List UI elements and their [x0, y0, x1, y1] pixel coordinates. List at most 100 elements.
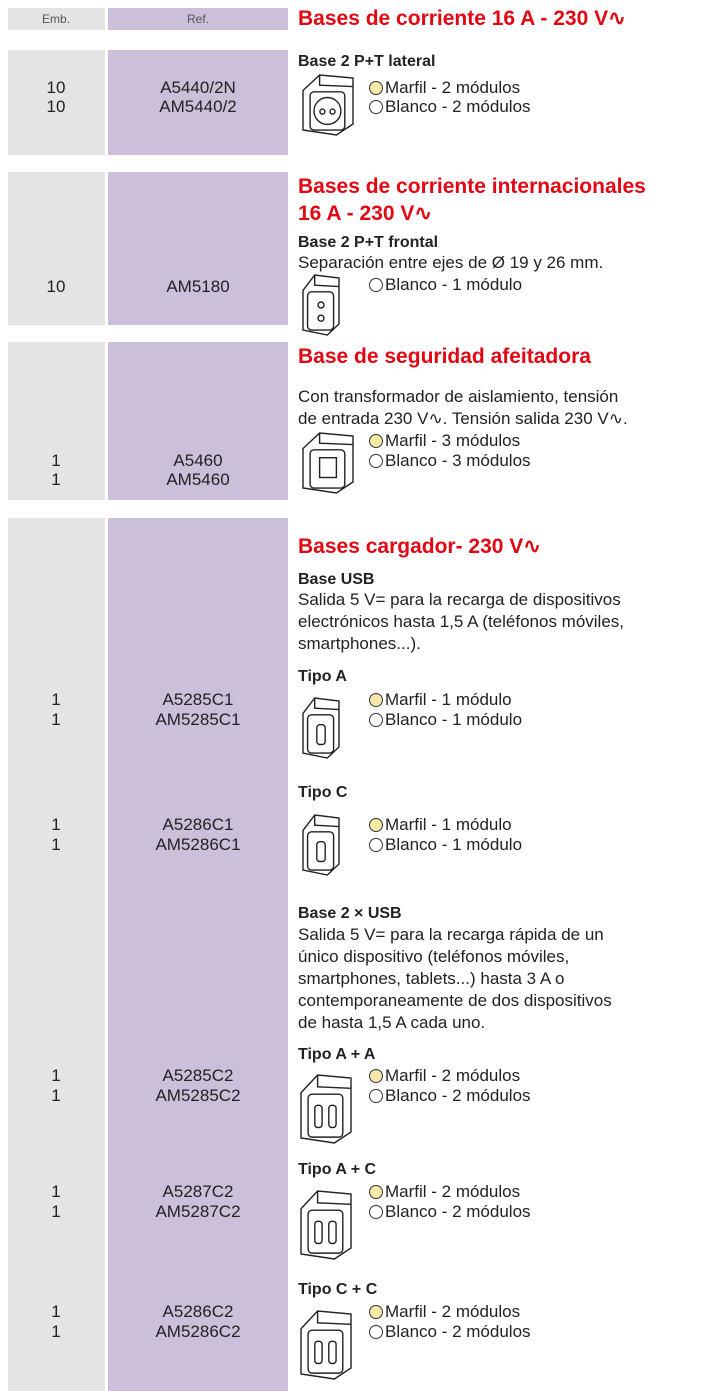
- ref-column-bg: [108, 342, 288, 500]
- ref-header-bg: [108, 8, 288, 30]
- description: Separación entre ejes de Ø 19 y 26 mm.: [298, 253, 604, 272]
- emb-column-bg: [8, 172, 105, 325]
- ref-column-bg: [108, 172, 288, 325]
- ref-value: A5285C2: [162, 1066, 234, 1085]
- option-label: Blanco - 1 módulo: [385, 710, 523, 729]
- ref-value: AM5285C2: [155, 1086, 241, 1105]
- ref-value: A5286C2: [162, 1302, 234, 1321]
- emb-column-bg: [8, 50, 105, 155]
- description: Con transformador de aislamiento, tensió…: [298, 387, 619, 406]
- product-heading: Tipo A: [298, 668, 347, 685]
- product-image: [300, 1190, 352, 1260]
- emb-column-bg: [8, 342, 105, 500]
- ref-value: A5287C2: [162, 1182, 234, 1201]
- description: Salida 5 V= para la recarga de dispositi…: [298, 590, 621, 609]
- product-image: [302, 697, 340, 759]
- product-image: [300, 1074, 352, 1144]
- color-swatch: [369, 100, 383, 114]
- color-swatch: [369, 1089, 383, 1103]
- ref-value: AM5460: [166, 470, 230, 489]
- product-heading: Tipo A + A: [298, 1046, 376, 1063]
- emb-header-bg: [8, 8, 105, 30]
- description: contemporaneamente de dos dispositivos: [298, 991, 612, 1010]
- ref-header: Ref.: [186, 12, 210, 26]
- ref-column-bg: [108, 518, 288, 1391]
- color-swatch: [369, 434, 383, 448]
- ref-value: A5440/2N: [160, 78, 236, 97]
- product-image: [302, 432, 354, 494]
- description: único dispositivo (teléfonos móviles,: [298, 947, 570, 966]
- section-title: 16 A - 230 V∿: [298, 202, 432, 225]
- option-label: Marfil - 3 módulos: [385, 431, 521, 450]
- emb-value: 10: [46, 277, 66, 296]
- emb-value: 1: [51, 710, 61, 729]
- color-swatch: [369, 838, 383, 852]
- option-label: Blanco - 2 módulos: [385, 97, 531, 116]
- option-label: Marfil - 2 módulos: [385, 78, 521, 97]
- description: electrónicos hasta 1,5 A (teléfonos móvi…: [298, 612, 625, 631]
- emb-header: Emb.: [41, 12, 71, 26]
- color-swatch: [369, 1205, 383, 1219]
- option-label: Blanco - 2 módulos: [385, 1322, 531, 1341]
- emb-value: 1: [51, 1066, 61, 1085]
- option-label: Marfil - 2 módulos: [385, 1302, 521, 1321]
- section-title: Base de seguridad afeitadora: [298, 345, 591, 368]
- color-swatch: [369, 81, 383, 95]
- product-heading: Base 2 × USB: [298, 905, 402, 922]
- option-label: Blanco - 2 módulos: [385, 1086, 531, 1105]
- ref-value: AM5440/2: [159, 97, 237, 116]
- emb-value: 1: [51, 835, 61, 854]
- product-image: [302, 274, 340, 336]
- color-swatch: [369, 693, 383, 707]
- emb-value: 1: [51, 815, 61, 834]
- description: de entrada 230 V∿. Tensión salida 230 V∿…: [298, 409, 628, 428]
- emb-value: 1: [51, 1086, 61, 1105]
- option-label: Blanco - 1 módulo: [385, 835, 523, 854]
- emb-column-bg: [8, 518, 105, 1391]
- product-image: [302, 814, 340, 876]
- product-heading: Tipo A + C: [298, 1161, 377, 1178]
- emb-value: 1: [51, 1302, 61, 1321]
- option-label: Marfil - 1 módulo: [385, 815, 512, 834]
- emb-value: 1: [51, 690, 61, 709]
- color-swatch: [369, 818, 383, 832]
- emb-value: 10: [46, 97, 66, 116]
- product-image: [302, 74, 354, 136]
- color-swatch: [369, 713, 383, 727]
- product-heading: Base USB: [298, 571, 375, 588]
- description: Salida 5 V= para la recarga rápida de un: [298, 925, 604, 944]
- emb-value: 1: [51, 451, 61, 470]
- ref-value: AM5180: [166, 277, 230, 296]
- option-label: Blanco - 1 módulo: [385, 275, 523, 294]
- ref-value: A5285C1: [162, 690, 234, 709]
- ref-value: AM5286C1: [155, 835, 241, 854]
- description: de hasta 1,5 A cada uno.: [298, 1013, 486, 1032]
- product-heading: Tipo C + C: [298, 1281, 378, 1298]
- product-heading: Tipo C: [298, 784, 348, 801]
- color-swatch: [369, 1069, 383, 1083]
- description: smartphones...).: [298, 634, 421, 653]
- product-heading: Base 2 P+T frontal: [298, 234, 439, 251]
- emb-value: 10: [46, 78, 66, 97]
- ref-value: A5286C1: [162, 815, 234, 834]
- option-label: Marfil - 2 módulos: [385, 1182, 521, 1201]
- color-swatch: [369, 454, 383, 468]
- description: smartphones, tablets...) hasta 3 A o: [298, 969, 565, 988]
- ref-value: AM5286C2: [155, 1322, 241, 1341]
- ref-value: AM5285C1: [155, 710, 241, 729]
- emb-value: 1: [51, 1182, 61, 1201]
- color-swatch: [369, 1305, 383, 1319]
- ref-value: A5460: [173, 451, 223, 470]
- product-image: [300, 1310, 352, 1380]
- ref-value: AM5287C2: [155, 1202, 241, 1221]
- emb-value: 1: [51, 1202, 61, 1221]
- color-swatch: [369, 278, 383, 292]
- emb-value: 1: [51, 470, 61, 489]
- ref-column-bg: [108, 50, 288, 155]
- option-label: Marfil - 1 módulo: [385, 690, 512, 709]
- section-title: Bases cargador- 230 V∿: [298, 535, 541, 558]
- page-title: Bases de corriente 16 A - 230 V∿: [298, 7, 626, 30]
- color-swatch: [369, 1325, 383, 1339]
- option-label: Blanco - 3 módulos: [385, 451, 531, 470]
